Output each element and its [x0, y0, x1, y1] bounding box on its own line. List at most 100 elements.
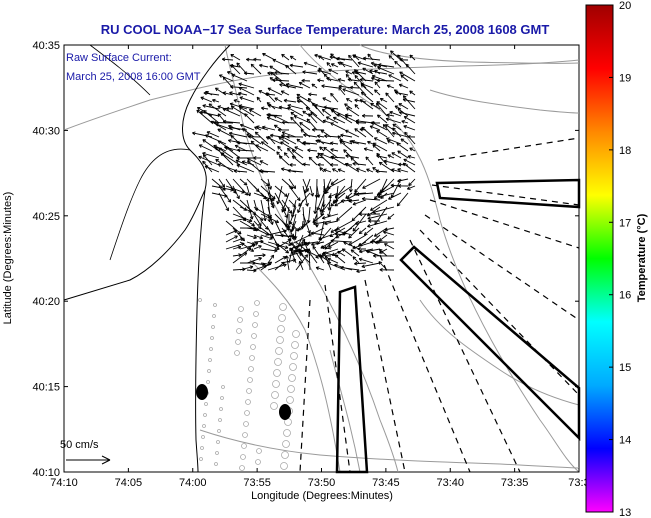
current-vector-head — [249, 265, 254, 267]
current-vector-shaft — [302, 178, 309, 192]
current-vector-head — [272, 59, 276, 63]
current-vector — [253, 253, 266, 258]
current-vector-head — [260, 141, 264, 145]
current-vector — [288, 227, 294, 238]
current-vector — [277, 145, 283, 152]
current-vector — [298, 260, 304, 271]
current-vector — [317, 162, 325, 167]
current-vector-head — [260, 239, 264, 242]
current-vector-shaft — [326, 178, 346, 189]
current-vector — [302, 162, 311, 167]
current-vector-shaft — [260, 248, 278, 252]
current-vector-shaft — [388, 74, 402, 82]
current-vector — [348, 234, 367, 246]
current-vector — [405, 63, 416, 75]
current-vector-shaft — [260, 199, 266, 221]
current-vector-shaft — [238, 87, 255, 96]
current-vector-head — [352, 54, 356, 58]
current-vector-shaft — [358, 258, 374, 264]
current-vector-shaft — [339, 139, 353, 145]
current-vector — [330, 199, 339, 207]
contour-speckle — [276, 336, 284, 344]
station-marker-brant-beach — [279, 404, 291, 420]
current-vector-shaft — [342, 248, 353, 257]
current-vector-head — [320, 130, 323, 134]
current-vector-head — [256, 126, 259, 130]
current-vector — [232, 185, 240, 200]
current-vector — [376, 78, 395, 83]
current-vector — [254, 131, 269, 145]
current-vector — [235, 159, 248, 166]
current-vector-shaft — [403, 158, 416, 166]
current-vector-shaft — [239, 247, 252, 257]
contour-speckle — [244, 410, 250, 416]
current-vector-head — [386, 114, 390, 118]
current-vector-head — [322, 217, 326, 220]
current-vector-head — [269, 77, 272, 81]
current-vector-shaft — [217, 128, 234, 138]
current-vector-head — [302, 143, 306, 146]
current-vector-head — [296, 96, 299, 101]
current-vector-head — [253, 58, 257, 62]
current-vector-head — [345, 74, 348, 78]
current-vector-shaft — [218, 178, 225, 188]
current-vector-shaft — [375, 170, 388, 173]
current-vector-shaft — [361, 126, 374, 138]
current-vector-shaft — [267, 230, 287, 236]
current-vector-head — [281, 168, 285, 172]
current-vector — [332, 168, 339, 173]
current-vector-shaft — [302, 185, 309, 207]
current-vector-shaft — [377, 192, 395, 198]
current-vector-head — [317, 207, 321, 211]
current-vector — [295, 254, 309, 271]
scale-label: 50 cm/s — [60, 439, 99, 451]
contour-speckle — [206, 380, 210, 384]
current-vector-head — [247, 158, 250, 162]
current-vector-head — [205, 134, 208, 138]
current-vector-shaft — [230, 64, 241, 75]
current-vector-head — [316, 242, 320, 245]
current-vector-shaft — [359, 234, 374, 247]
current-vector — [327, 257, 339, 264]
current-vector-shaft — [389, 111, 402, 117]
current-vector-shaft — [267, 254, 274, 264]
current-vector-head — [214, 87, 218, 92]
current-vector-shaft — [232, 213, 253, 222]
current-vector-head — [373, 255, 377, 258]
current-vector-shaft — [281, 54, 290, 61]
current-vector — [270, 71, 283, 82]
current-vector — [323, 105, 339, 110]
current-vector — [317, 152, 332, 166]
current-vector-head — [351, 219, 356, 222]
current-vector-head — [303, 62, 307, 66]
current-vector-head — [403, 116, 407, 120]
current-vector — [388, 192, 402, 200]
y-tick-label: 40:25 — [32, 211, 60, 223]
current-vector-head — [287, 148, 289, 152]
current-vector — [316, 134, 325, 139]
current-vector — [302, 70, 318, 75]
contour-speckle — [219, 407, 223, 411]
current-vector — [258, 169, 276, 173]
current-vector-shaft — [366, 250, 381, 257]
current-vector-shaft — [295, 254, 308, 271]
colorbar-label: Temperature (°C) — [636, 213, 648, 302]
coverage-boundary — [324, 284, 351, 473]
current-vector-head — [285, 245, 289, 249]
current-vector-shaft — [259, 160, 269, 166]
current-vector-shaft — [299, 260, 304, 271]
current-vector-shaft — [328, 192, 339, 198]
current-vector-head — [251, 215, 254, 220]
current-vector-shaft — [367, 213, 388, 220]
current-vector-head — [390, 184, 394, 188]
current-vector-shaft — [290, 116, 304, 131]
current-vector — [374, 89, 381, 96]
current-vector-shaft — [377, 114, 388, 124]
current-vector-shaft — [307, 206, 311, 224]
contour-speckle — [238, 306, 244, 312]
current-vector-head — [374, 89, 376, 93]
current-vector — [392, 127, 402, 138]
current-vector-head — [342, 88, 346, 92]
current-vector-head — [304, 190, 308, 194]
current-vector — [330, 141, 339, 146]
